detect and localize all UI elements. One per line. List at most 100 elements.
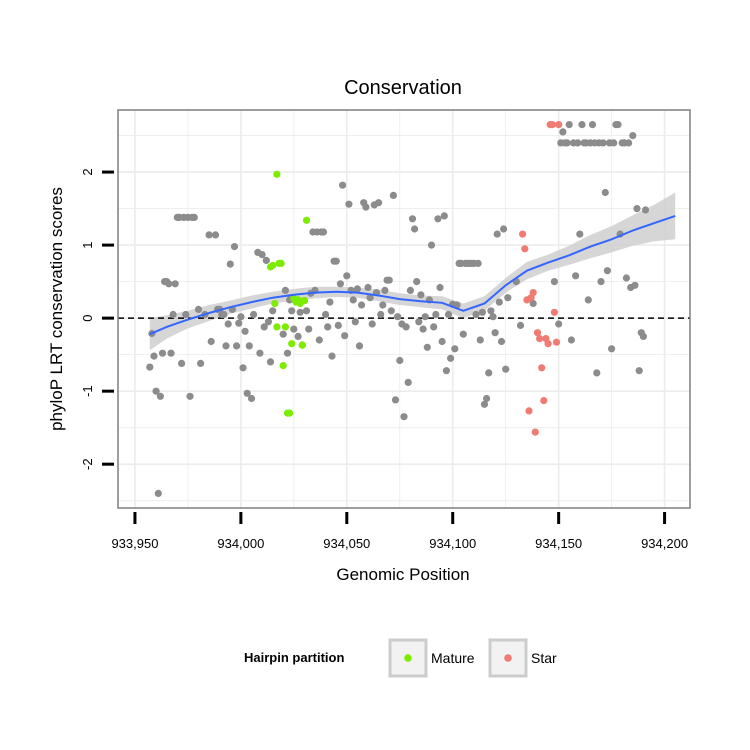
point-mature — [273, 170, 281, 178]
point-other — [500, 225, 508, 233]
legend-swatch-star — [504, 654, 512, 662]
legend-entry-star: Star — [488, 638, 557, 678]
point-mature — [273, 323, 281, 331]
point-star — [538, 364, 546, 372]
point-other — [279, 330, 287, 338]
point-other — [495, 298, 503, 306]
point-other — [262, 256, 270, 264]
smooth-curve — [149, 214, 676, 336]
y-tick-label: 1 — [80, 241, 95, 248]
point-other — [334, 321, 342, 329]
point-other — [324, 323, 332, 331]
y-tick-label: -2 — [80, 458, 95, 470]
point-other — [391, 396, 400, 404]
point-other — [250, 310, 258, 319]
point-other — [152, 387, 160, 395]
point-other — [438, 337, 446, 346]
point-other — [281, 286, 289, 294]
point-other — [260, 323, 268, 331]
point-other — [400, 413, 408, 421]
point-other — [629, 132, 637, 140]
point-other — [402, 323, 410, 331]
y-axis: -2 -1 0 1 2 — [80, 168, 114, 470]
point-other — [326, 298, 334, 306]
point-star — [550, 308, 559, 316]
point-other — [389, 191, 397, 199]
point-other — [419, 325, 427, 333]
data-points — [146, 121, 650, 497]
point-other — [256, 349, 264, 357]
point-other — [423, 343, 431, 351]
point-other — [190, 213, 198, 221]
point-other — [283, 349, 292, 357]
point-other — [472, 310, 480, 319]
point-other — [220, 310, 228, 319]
point-other — [603, 267, 612, 275]
point-other — [154, 489, 162, 497]
point-other — [432, 310, 440, 319]
point-other — [417, 291, 425, 299]
point-other — [491, 329, 499, 337]
point-other — [197, 359, 205, 367]
point-other — [550, 278, 559, 286]
point-other — [529, 299, 537, 308]
point-other — [332, 257, 340, 265]
point-other — [597, 278, 605, 286]
point-other — [563, 139, 571, 147]
point-mature — [300, 297, 308, 305]
point-other — [258, 251, 266, 259]
point-other — [146, 363, 154, 371]
point-other — [502, 365, 510, 373]
point-other — [381, 286, 389, 294]
point-other — [315, 336, 323, 344]
point-mature — [271, 299, 279, 308]
x-axis: 933,950 934,000 934,050 934,100 934,150 934,2… — [111, 512, 688, 551]
point-mature — [269, 261, 277, 270]
point-other — [430, 323, 438, 331]
point-mature — [279, 362, 287, 370]
legend-key-mature — [388, 638, 428, 678]
point-other — [186, 392, 194, 400]
point-other — [415, 318, 423, 326]
point-other — [243, 389, 251, 397]
point-star — [533, 329, 542, 337]
point-other — [211, 231, 220, 239]
point-other — [451, 345, 459, 353]
y-axis-title: phyloP LRT conservation scores — [47, 187, 66, 431]
point-other — [610, 139, 618, 147]
point-other — [375, 199, 383, 207]
point-other — [427, 241, 436, 249]
point-other — [264, 318, 272, 326]
point-mature — [298, 341, 306, 349]
legend-key-star — [488, 638, 528, 678]
point-other — [440, 212, 448, 220]
point-star — [552, 338, 561, 346]
point-other — [288, 307, 296, 315]
point-other — [362, 203, 370, 211]
point-other — [322, 310, 330, 319]
point-other — [245, 342, 253, 350]
point-other — [178, 359, 186, 367]
point-other — [434, 215, 442, 223]
point-other — [555, 320, 563, 328]
point-other — [266, 358, 275, 366]
point-other — [269, 307, 277, 315]
point-other — [305, 325, 313, 333]
point-other — [302, 307, 311, 315]
chart-title: Conservation — [344, 77, 462, 99]
point-other — [493, 230, 501, 238]
point-other — [158, 349, 167, 357]
point-other — [485, 369, 493, 377]
point-other — [625, 139, 633, 147]
point-other — [343, 272, 351, 280]
x-tick-label: 934,150 — [535, 536, 582, 551]
point-star — [531, 428, 539, 436]
x-tick-label: 934,200 — [641, 536, 688, 551]
point-star — [519, 230, 527, 238]
point-other — [483, 394, 491, 403]
point-other — [345, 200, 353, 208]
point-other — [404, 378, 412, 386]
point-other — [567, 336, 576, 344]
plot-border — [117, 109, 691, 509]
